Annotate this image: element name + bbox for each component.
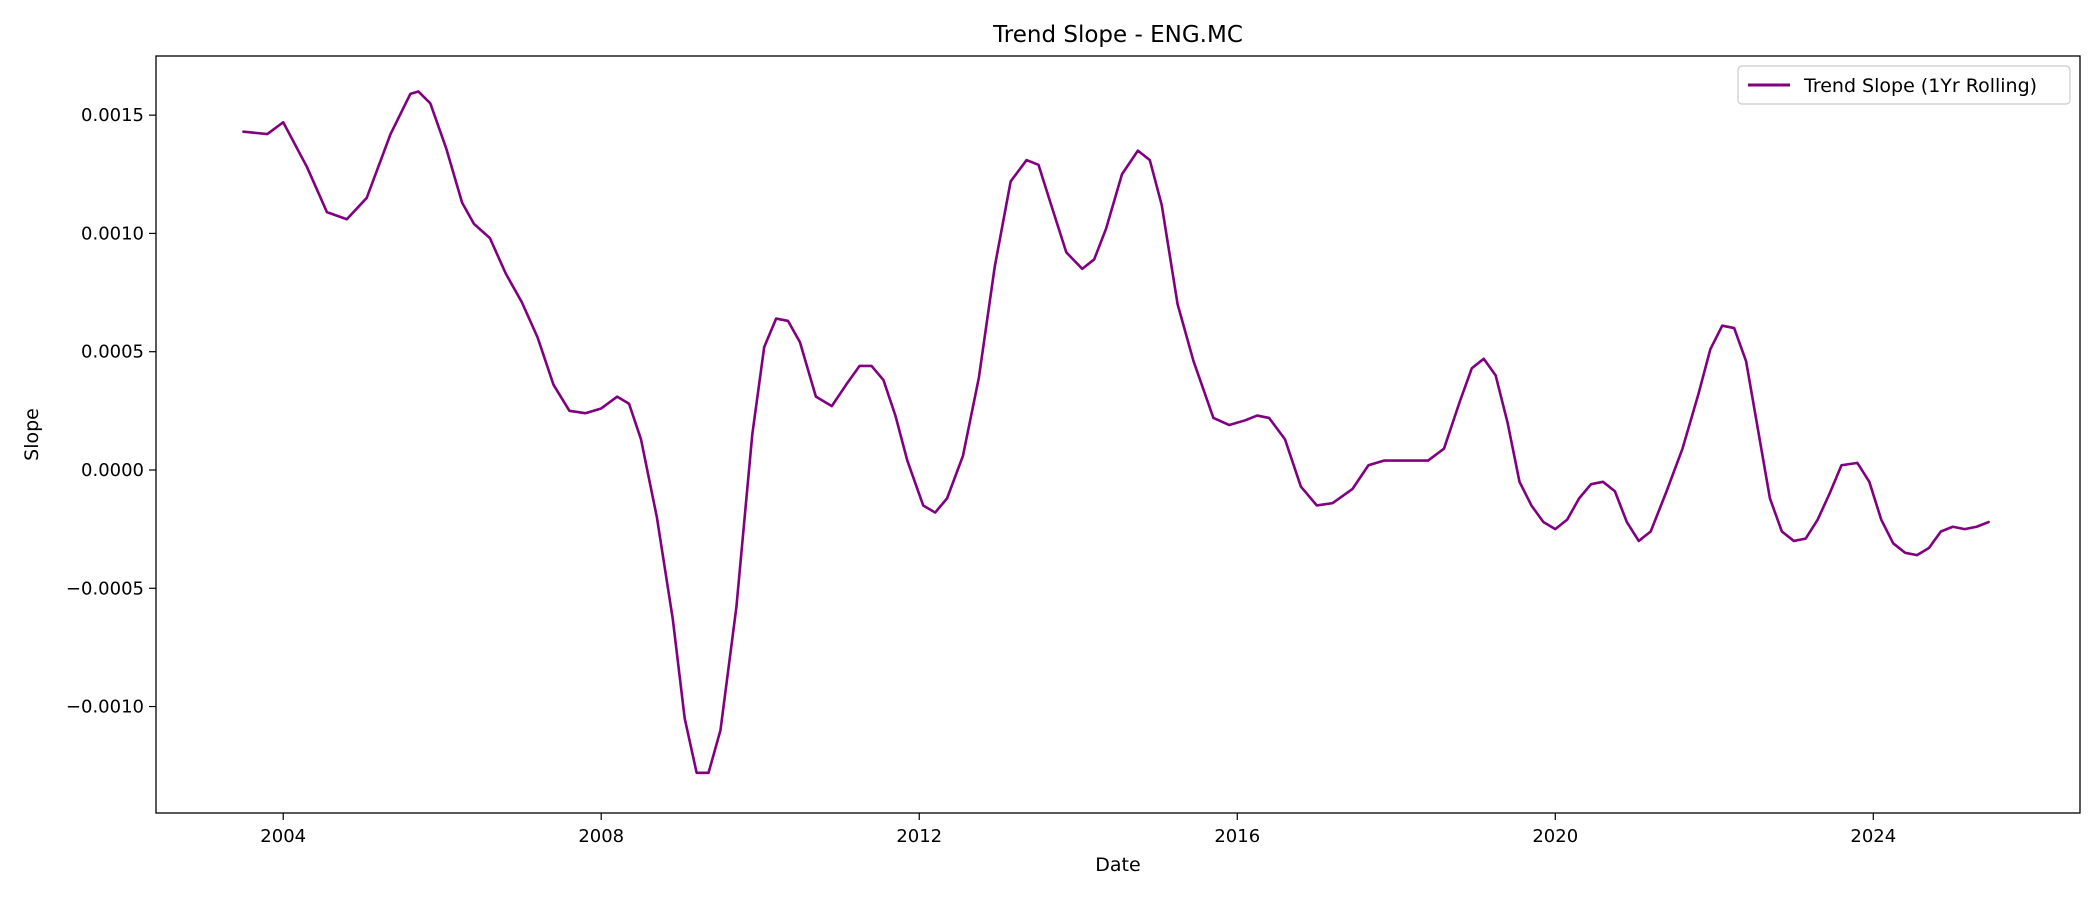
y-axis-ticks: 0.0015 0.0010 0.0005 0.0000 −0.0005 −0.0010	[66, 105, 156, 718]
y-tick-label: 0.0015	[81, 105, 144, 126]
series-line-0	[242, 90, 1990, 775]
x-tick-label: 2016	[1214, 826, 1260, 847]
plot-area	[155, 55, 2081, 814]
legend-box	[1737, 65, 2071, 105]
x-tick-label: 2024	[1850, 826, 1896, 847]
legend: Trend Slope (1Yr Rolling)	[1737, 65, 2071, 105]
y-axis-label: Slope	[21, 408, 43, 461]
x-axis-label: Date	[1095, 854, 1140, 876]
x-axis-ticks: 2004 2008 2012 2016 2020 2024	[260, 813, 1896, 847]
y-tick-label: −0.0010	[66, 697, 144, 718]
y-tick-label: 0.0010	[81, 223, 144, 244]
y-tick-label: −0.0005	[66, 578, 144, 599]
chart-title: Trend Slope - ENG.MC	[992, 22, 1243, 48]
plot-frame	[155, 55, 2081, 814]
y-tick-label: 0.0005	[81, 342, 144, 363]
x-tick-label: 2008	[578, 826, 624, 847]
x-tick-label: 2020	[1532, 826, 1578, 847]
x-tick-label: 2004	[260, 826, 306, 847]
y-tick-label: 0.0000	[81, 460, 144, 481]
legend-label: Trend Slope (1Yr Rolling)	[1803, 75, 2037, 97]
x-tick-label: 2012	[896, 826, 942, 847]
